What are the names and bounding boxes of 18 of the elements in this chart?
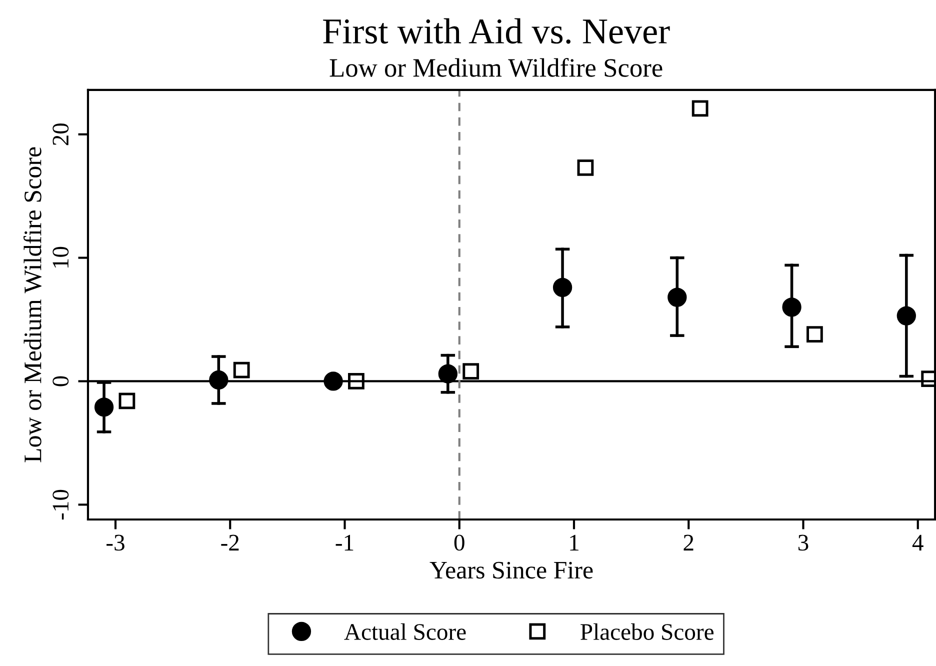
y-tick-label: 10 — [52, 246, 69, 268]
chart-title: First with Aid vs. Never — [323, 18, 670, 44]
legend-label: Actual Score — [344, 623, 466, 640]
x-tick-label: 3 — [798, 534, 808, 551]
x-tick-label: 1 — [570, 534, 578, 550]
x-tick-label: -2 — [221, 534, 239, 550]
chart-subtitle: Low or Medium Wildfire Score — [330, 58, 662, 77]
x-tick-label: -1 — [336, 534, 354, 550]
x-tick-label: 4 — [912, 534, 924, 550]
y-tick-label: 20 — [52, 123, 69, 146]
y-axis-title: Low or Medium Wildfire Score — [24, 147, 42, 462]
x-axis-title: Years Since Fire — [430, 562, 593, 579]
y-tick-label: -10 — [52, 490, 69, 520]
legend-label: Placebo Score — [580, 623, 714, 640]
x-tick-label: 2 — [684, 534, 694, 550]
y-tick-label: 0 — [52, 376, 69, 386]
x-tick-label: -3 — [106, 534, 124, 551]
x-tick-label: 0 — [454, 534, 464, 551]
